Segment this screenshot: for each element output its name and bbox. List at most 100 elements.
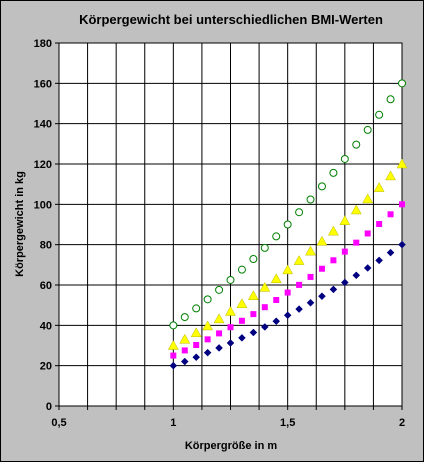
data-point-bmi-25 bbox=[216, 330, 223, 337]
data-point-bmi-30 bbox=[293, 255, 305, 265]
data-point-bmi-30 bbox=[385, 170, 396, 181]
data-point-bmi-25 bbox=[330, 257, 337, 264]
data-point-bmi-40 bbox=[306, 195, 315, 204]
x-tick-label: 1 bbox=[170, 417, 176, 429]
data-point-bmi-40 bbox=[249, 254, 258, 263]
data-point-bmi-25 bbox=[399, 201, 405, 208]
data-point-bmi-25 bbox=[170, 352, 177, 359]
data-point-bmi-20 bbox=[352, 271, 361, 280]
y-tick-label: 180 bbox=[34, 38, 52, 50]
data-point-bmi-25 bbox=[181, 347, 188, 354]
data-point-bmi-25 bbox=[307, 273, 314, 280]
data-point-bmi-40 bbox=[203, 295, 212, 304]
data-point-bmi-25 bbox=[273, 297, 280, 304]
y-tick-label: 140 bbox=[34, 119, 52, 131]
data-point-bmi-30 bbox=[202, 320, 214, 331]
data-point-bmi-40 bbox=[272, 232, 281, 241]
data-points bbox=[167, 79, 408, 370]
y-axis-label: Körpergewicht in kg bbox=[14, 171, 26, 277]
data-point-bmi-40 bbox=[169, 321, 178, 330]
data-point-bmi-20 bbox=[306, 298, 315, 307]
data-point-bmi-20 bbox=[249, 328, 258, 337]
data-point-bmi-40 bbox=[386, 95, 395, 104]
data-point-bmi-20 bbox=[398, 240, 406, 249]
y-tick-label: 60 bbox=[40, 280, 52, 292]
axes bbox=[55, 42, 403, 410]
data-point-bmi-30 bbox=[167, 339, 179, 350]
data-point-bmi-30 bbox=[362, 193, 374, 204]
data-point-bmi-40 bbox=[215, 285, 224, 294]
data-point-bmi-30 bbox=[225, 305, 236, 316]
data-point-bmi-20 bbox=[363, 264, 372, 272]
data-point-bmi-20 bbox=[329, 285, 338, 294]
data-point-bmi-40 bbox=[363, 125, 372, 134]
data-point-bmi-40 bbox=[260, 243, 269, 252]
data-point-bmi-20 bbox=[318, 292, 326, 301]
data-point-bmi-30 bbox=[327, 225, 339, 236]
data-point-bmi-20 bbox=[169, 361, 178, 370]
data-point-bmi-40 bbox=[237, 265, 246, 274]
y-tick-labels: 0 20 40 60 80 100 120 140 160 180 bbox=[34, 38, 52, 413]
data-point-bmi-25 bbox=[250, 311, 257, 318]
y-tick-label: 120 bbox=[34, 159, 52, 171]
x-tick-labels: 0,5 1 1,5 2 bbox=[51, 417, 405, 429]
x-axis-label: Körpergröße in m bbox=[185, 440, 278, 452]
data-point-bmi-40 bbox=[283, 220, 292, 229]
data-point-bmi-30 bbox=[190, 327, 202, 338]
data-point-bmi-25 bbox=[376, 220, 383, 227]
data-point-bmi-20 bbox=[375, 256, 383, 265]
data-point-bmi-30 bbox=[396, 158, 408, 169]
data-point-bmi-20 bbox=[192, 353, 201, 362]
data-point-bmi-25 bbox=[284, 289, 291, 296]
data-point-bmi-30 bbox=[316, 235, 328, 246]
data-point-bmi-20 bbox=[295, 305, 303, 313]
data-point-bmi-40 bbox=[317, 182, 326, 191]
data-point-bmi-20 bbox=[215, 344, 223, 352]
data-point-bmi-20 bbox=[238, 333, 246, 342]
x-tick-label: 1,5 bbox=[280, 417, 295, 429]
data-point-bmi-40 bbox=[192, 304, 201, 313]
data-point-bmi-40 bbox=[180, 313, 189, 322]
data-point-bmi-40 bbox=[340, 154, 349, 163]
y-tick-label: 40 bbox=[40, 320, 52, 332]
data-point-bmi-30 bbox=[259, 281, 271, 292]
data-point-bmi-20 bbox=[260, 323, 269, 331]
data-point-bmi-40 bbox=[295, 208, 304, 217]
y-tick-label: 80 bbox=[40, 240, 52, 252]
data-point-bmi-20 bbox=[272, 317, 281, 326]
x-tick-label: 0,5 bbox=[51, 417, 66, 429]
data-point-bmi-25 bbox=[296, 281, 303, 288]
data-point-bmi-20 bbox=[386, 248, 395, 257]
data-point-bmi-40 bbox=[375, 110, 384, 119]
data-point-bmi-25 bbox=[204, 336, 211, 343]
data-point-bmi-30 bbox=[339, 215, 351, 225]
data-point-bmi-30 bbox=[270, 273, 282, 284]
data-point-bmi-25 bbox=[387, 211, 394, 218]
data-point-bmi-25 bbox=[353, 239, 360, 246]
y-tick-label: 160 bbox=[34, 78, 52, 90]
data-point-bmi-30 bbox=[179, 333, 191, 344]
data-point-bmi-40 bbox=[329, 168, 338, 177]
data-point-bmi-30 bbox=[236, 298, 248, 309]
y-tick-label: 20 bbox=[40, 361, 52, 373]
data-point-bmi-25 bbox=[227, 324, 234, 331]
data-point-bmi-25 bbox=[318, 265, 325, 272]
data-point-bmi-25 bbox=[341, 248, 348, 255]
data-point-bmi-30 bbox=[247, 290, 259, 300]
data-point-bmi-20 bbox=[203, 348, 212, 357]
data-point-bmi-30 bbox=[282, 264, 294, 275]
data-point-bmi-30 bbox=[350, 204, 362, 215]
data-point-bmi-20 bbox=[180, 357, 189, 366]
data-point-bmi-20 bbox=[283, 311, 292, 320]
data-point-bmi-25 bbox=[261, 304, 268, 311]
data-point-bmi-30 bbox=[305, 245, 316, 256]
data-point-bmi-30 bbox=[213, 313, 225, 324]
y-tick-label: 100 bbox=[34, 199, 52, 211]
data-point-bmi-40 bbox=[352, 140, 361, 149]
data-point-bmi-25 bbox=[238, 317, 245, 324]
data-point-bmi-25 bbox=[193, 341, 200, 348]
y-tick-label: 0 bbox=[46, 401, 52, 413]
data-point-bmi-30 bbox=[373, 182, 385, 192]
